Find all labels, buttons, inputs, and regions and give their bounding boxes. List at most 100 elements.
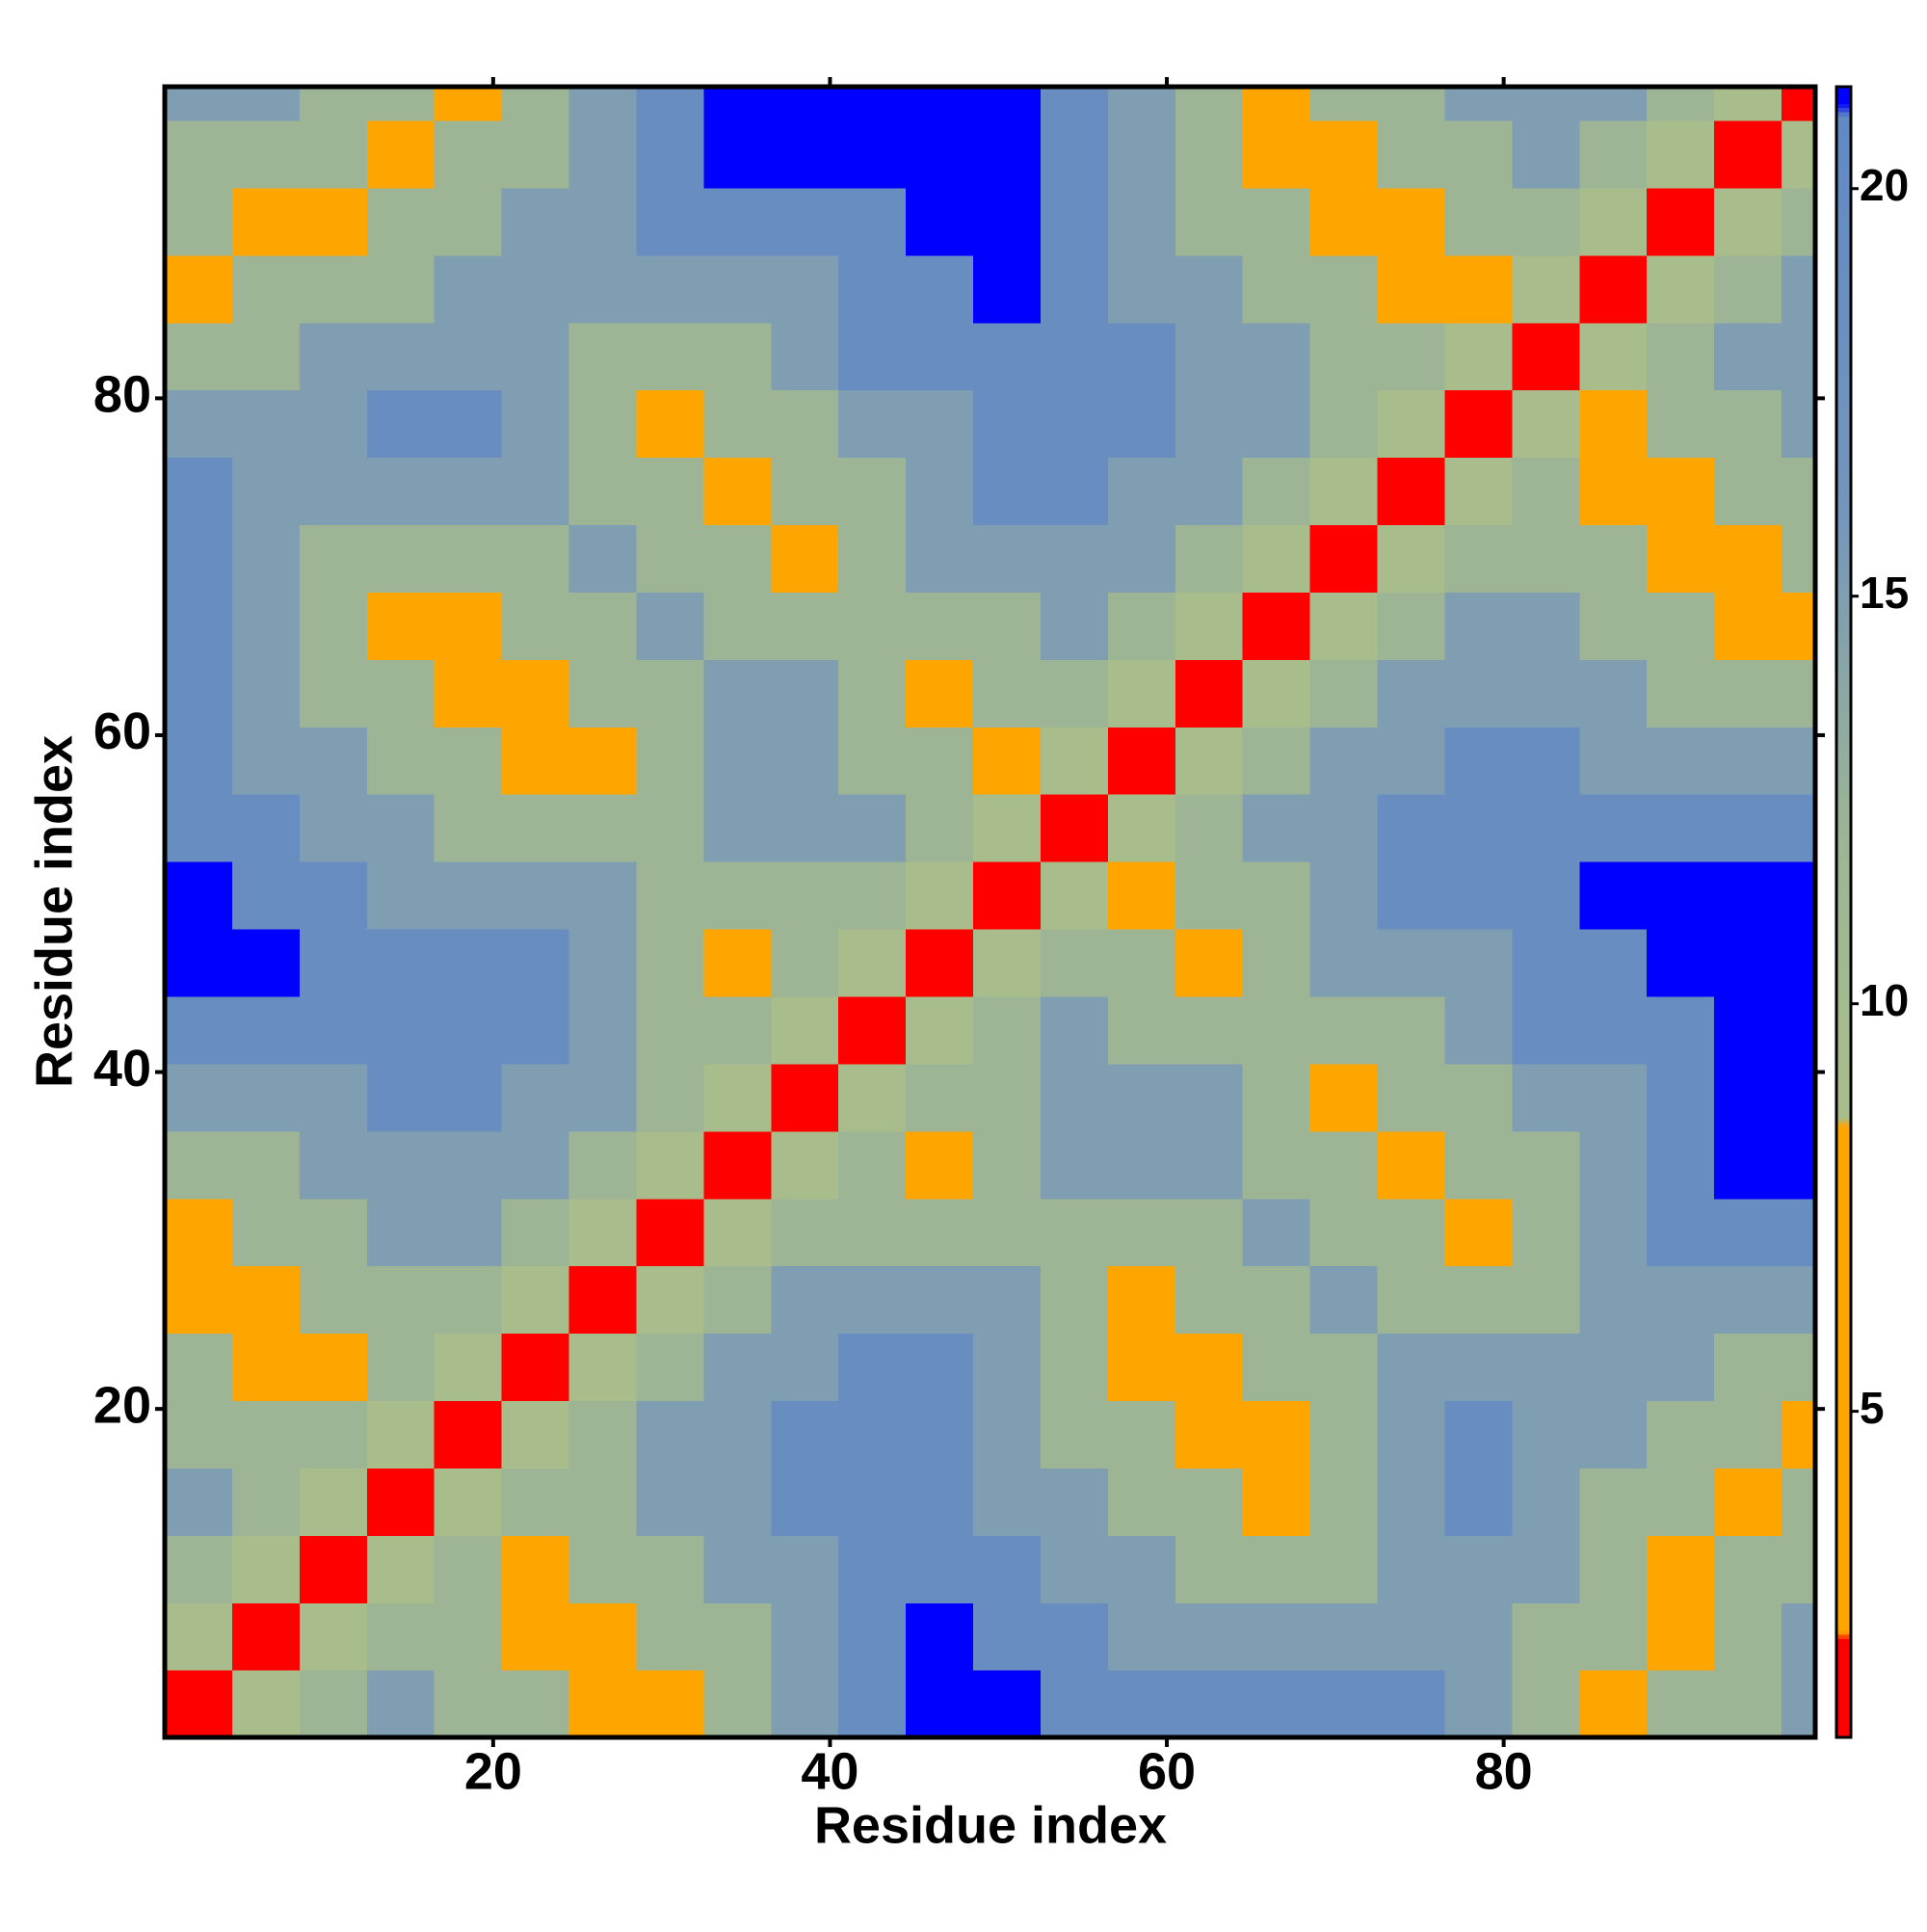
heatmap-cell bbox=[1647, 254, 1715, 324]
heatmap-cell bbox=[1309, 1670, 1379, 1738]
heatmap-cell bbox=[838, 1333, 907, 1402]
colorbar-slice bbox=[1836, 1622, 1851, 1628]
colorbar-slice bbox=[1836, 1134, 1851, 1140]
heatmap-cell bbox=[1040, 1063, 1109, 1132]
heatmap-cell bbox=[1647, 995, 1715, 1065]
colorbar-slice bbox=[1836, 986, 1851, 992]
heatmap-cell bbox=[1444, 794, 1513, 862]
heatmap-cell bbox=[501, 1333, 570, 1402]
heatmap-cell bbox=[366, 727, 436, 795]
colorbar-slice bbox=[1836, 944, 1851, 950]
colorbar-slice bbox=[1836, 1349, 1851, 1355]
heatmap-cell bbox=[1579, 187, 1648, 256]
heatmap-cell bbox=[1175, 254, 1244, 324]
heatmap-cell bbox=[434, 1063, 503, 1132]
colorbar-slice bbox=[1836, 1419, 1851, 1425]
colorbar-slice bbox=[1836, 536, 1851, 542]
colorbar-slice bbox=[1836, 1052, 1851, 1058]
colorbar-slice bbox=[1836, 903, 1851, 910]
colorbar-slice bbox=[1836, 899, 1851, 905]
colorbar-slice bbox=[1836, 1159, 1851, 1165]
heatmap-cell bbox=[1714, 659, 1782, 728]
heatmap-cell bbox=[838, 659, 907, 728]
heatmap-cell bbox=[231, 457, 301, 526]
colorbar-slice bbox=[1836, 796, 1851, 802]
heatmap-cell bbox=[1647, 119, 1715, 189]
colorbar-slice bbox=[1836, 635, 1851, 641]
heatmap-cell bbox=[1377, 1535, 1446, 1603]
heatmap-cell bbox=[231, 1670, 301, 1738]
colorbar-slice bbox=[1836, 1427, 1851, 1433]
heatmap-cell bbox=[703, 1198, 772, 1267]
heatmap-cell bbox=[299, 1400, 368, 1469]
heatmap-cell bbox=[299, 1265, 368, 1335]
colorbar-slice bbox=[1836, 355, 1851, 360]
heatmap-cell bbox=[1647, 1265, 1715, 1335]
heatmap-cell bbox=[231, 187, 301, 256]
colorbar-slice bbox=[1836, 1700, 1851, 1706]
colorbar-slice bbox=[1836, 454, 1851, 460]
colorbar-slice bbox=[1836, 309, 1851, 315]
heatmap-cell bbox=[838, 1602, 907, 1671]
heatmap-cell bbox=[1579, 1468, 1648, 1536]
heatmap-cell bbox=[1714, 1602, 1782, 1671]
colorbar-slice bbox=[1836, 326, 1851, 331]
colorbar-slice bbox=[1836, 351, 1851, 357]
colorbar-slice bbox=[1836, 346, 1851, 352]
colorbar-slice bbox=[1836, 1011, 1851, 1017]
heatmap-cell bbox=[1377, 1198, 1446, 1267]
heatmap-cell bbox=[973, 928, 1042, 997]
heatmap-cell bbox=[1444, 928, 1513, 997]
heatmap-cell bbox=[568, 457, 638, 526]
heatmap-cell bbox=[1377, 1333, 1446, 1402]
colorbar-slice bbox=[1836, 412, 1851, 418]
heatmap-cell bbox=[1647, 1468, 1715, 1536]
heatmap-cell bbox=[636, 1265, 704, 1335]
heatmap-cell bbox=[771, 1400, 839, 1469]
colorbar-slice bbox=[1836, 1023, 1851, 1029]
heatmap-cell bbox=[1444, 1265, 1513, 1335]
heatmap-cell bbox=[1040, 1400, 1109, 1469]
colorbar-slice bbox=[1836, 573, 1851, 579]
colorbar-slice bbox=[1836, 1337, 1851, 1342]
heatmap-cell bbox=[568, 1670, 638, 1738]
colorbar-slice bbox=[1836, 655, 1851, 662]
colorbar-slice bbox=[1836, 1345, 1851, 1351]
heatmap-cell bbox=[636, 995, 704, 1065]
heatmap-cell bbox=[1377, 727, 1446, 795]
heatmap-cell bbox=[906, 727, 974, 795]
heatmap-cell bbox=[1107, 322, 1176, 391]
colorbar-slice bbox=[1836, 362, 1851, 369]
colorbar-slice bbox=[1836, 805, 1851, 810]
heatmap-cell bbox=[771, 1198, 839, 1267]
axes: 20 40 60 80 20 40 60 80 bbox=[93, 77, 1825, 1800]
heatmap-cell bbox=[299, 794, 368, 862]
heatmap-cell bbox=[1579, 389, 1648, 459]
heatmap-cell bbox=[1714, 389, 1782, 459]
heatmap-cell bbox=[771, 119, 839, 189]
heatmap-cell bbox=[165, 1130, 233, 1200]
heatmap-cell bbox=[1512, 794, 1580, 862]
heatmap-cell bbox=[299, 119, 368, 189]
colorbar-slice bbox=[1836, 185, 1851, 191]
heatmap-cell bbox=[703, 1602, 772, 1671]
heatmap-cell bbox=[1714, 457, 1782, 526]
heatmap-cell bbox=[366, 1670, 436, 1738]
heatmap-cell bbox=[299, 1130, 368, 1200]
colorbar-slice bbox=[1836, 1539, 1851, 1545]
heatmap-cell bbox=[1444, 187, 1513, 256]
colorbar-slice bbox=[1836, 680, 1851, 686]
colorbar-slice bbox=[1836, 1551, 1851, 1557]
heatmap-cell bbox=[366, 1468, 436, 1536]
heatmap-cell bbox=[568, 659, 638, 728]
colorbar-slice bbox=[1836, 396, 1851, 402]
colorbar-slice bbox=[1836, 94, 1851, 100]
heatmap-cell bbox=[1444, 1063, 1513, 1132]
colorbar-slice bbox=[1836, 103, 1851, 109]
colorbar-slice bbox=[1836, 409, 1851, 414]
colorbar-slice bbox=[1836, 928, 1851, 934]
colorbar-slice bbox=[1836, 404, 1851, 410]
colorbar-slice bbox=[1836, 1271, 1851, 1277]
colorbar-slice bbox=[1836, 519, 1851, 525]
heatmap-cell bbox=[501, 659, 570, 728]
